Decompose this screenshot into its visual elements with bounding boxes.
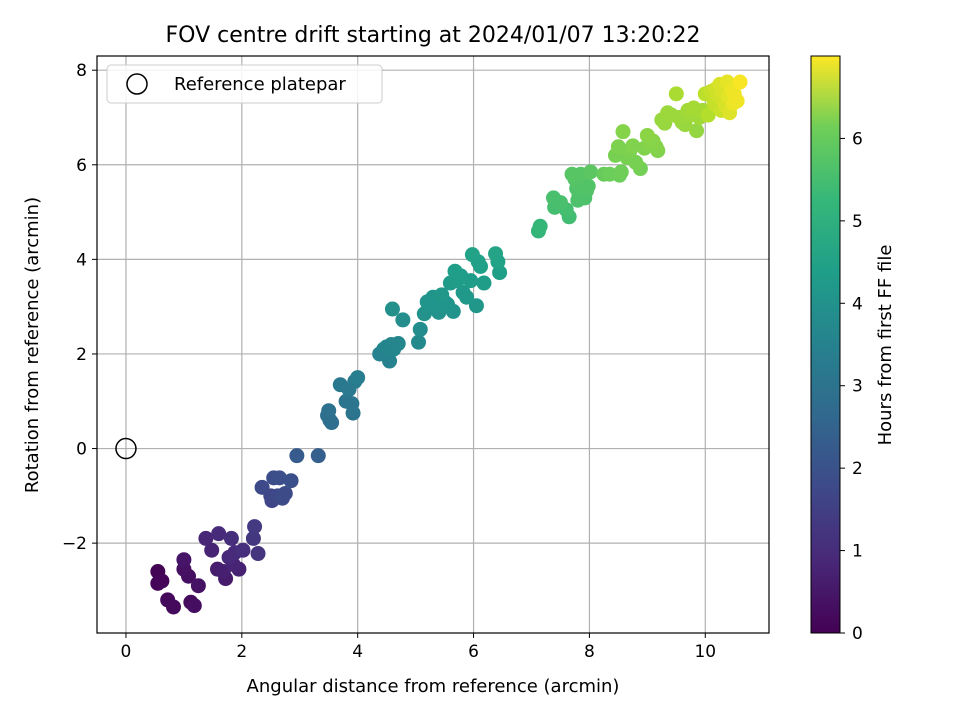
y-tick-label: 0 (76, 440, 87, 460)
data-point (615, 124, 631, 140)
y-tick-label: −2 (62, 534, 87, 554)
colorbar-ticks: 0 1 2 3 4 5 6 (840, 129, 863, 644)
x-tick-label: 10 (694, 642, 716, 662)
data-point (250, 546, 266, 562)
data-point (344, 396, 360, 412)
data-point (580, 178, 596, 194)
y-tick-label: 8 (76, 61, 87, 81)
x-tick-label: 4 (352, 642, 363, 662)
data-point (395, 312, 411, 328)
data-point (384, 301, 400, 317)
data-point (245, 530, 261, 546)
data-point (628, 154, 644, 170)
data-points (150, 74, 748, 615)
colorbar-tick-label: 2 (852, 459, 863, 479)
data-point (625, 138, 641, 154)
data-point (223, 530, 239, 546)
x-tick-label: 6 (468, 642, 479, 662)
y-tick-label: 4 (76, 250, 87, 270)
data-point (254, 479, 270, 495)
colorbar-tick-label: 3 (852, 377, 863, 397)
legend-label: Reference platepar (174, 74, 346, 95)
legend: Reference platepar (106, 64, 383, 104)
x-tick-label: 0 (121, 642, 132, 662)
legend-box (106, 64, 383, 104)
data-point (613, 164, 629, 180)
data-point (235, 542, 251, 558)
x-tick-label: 2 (236, 642, 247, 662)
colorbar-tick-label: 5 (852, 212, 863, 232)
data-point (186, 598, 202, 614)
data-point (639, 127, 655, 143)
data-point (447, 263, 463, 279)
data-point (552, 195, 568, 211)
colorbar-label: Hours from first FF file (875, 245, 896, 446)
data-point (204, 542, 220, 558)
x-axis-label: Angular distance from reference (arcmin) (247, 676, 620, 697)
colorbar-tick-label: 0 (852, 624, 863, 644)
data-point (411, 334, 427, 350)
data-point (700, 107, 716, 123)
colorbar-tick-label: 4 (852, 294, 863, 314)
data-point (729, 93, 745, 109)
reference-platepar-marker (115, 437, 137, 460)
data-point (350, 370, 366, 386)
plot-frame (96, 55, 770, 634)
x-tick-label: 8 (584, 642, 595, 662)
data-point (247, 519, 263, 535)
data-point (660, 105, 676, 121)
y-tick-label: 2 (76, 345, 87, 365)
data-point (468, 298, 484, 314)
data-point (289, 448, 305, 464)
data-point (190, 578, 206, 594)
data-point (390, 336, 406, 352)
data-point (176, 552, 192, 568)
data-point (476, 275, 492, 291)
grid (97, 56, 769, 633)
colorbar: 0 1 2 3 4 5 6 Hours from first FF file (810, 55, 896, 644)
data-point (154, 573, 170, 589)
data-point (412, 321, 428, 337)
data-point (310, 448, 326, 464)
data-point (464, 247, 480, 263)
chart-title: FOV centre drift starting at 2024/01/07 … (166, 23, 701, 48)
data-point (434, 287, 450, 303)
colorbar-tick-label: 6 (852, 129, 863, 149)
data-point (271, 470, 287, 486)
data-point (732, 74, 748, 90)
data-point (532, 218, 548, 234)
x-axis-ticks: 0 2 4 6 8 10 (121, 633, 716, 662)
data-point (583, 164, 599, 180)
data-point (668, 86, 684, 102)
data-point (610, 139, 626, 155)
data-point (488, 246, 504, 262)
y-axis-ticks: −2 0 2 4 6 8 (62, 61, 97, 554)
y-axis-label: Rotation from reference (arcmin) (22, 197, 43, 493)
colorbar-gradient (810, 55, 841, 634)
data-point (689, 123, 705, 139)
data-point (198, 530, 214, 546)
data-point (165, 599, 181, 615)
data-point (321, 403, 337, 419)
data-point (211, 526, 227, 542)
y-tick-label: 6 (76, 156, 87, 176)
data-point (283, 473, 299, 489)
legend-marker-icon (126, 73, 148, 95)
colorbar-tick-label: 1 (852, 542, 863, 562)
data-point (277, 485, 293, 501)
data-point (455, 284, 471, 300)
